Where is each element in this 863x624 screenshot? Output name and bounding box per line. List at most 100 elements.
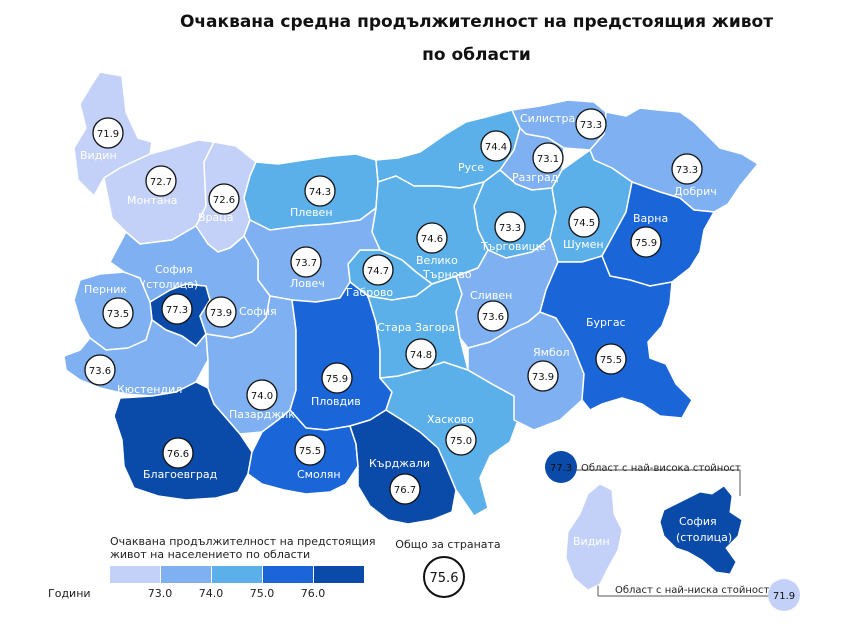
region-label-18: Благоевград	[143, 468, 218, 481]
value-bubble-24	[405, 338, 437, 370]
region-label-16: София	[239, 305, 277, 318]
legend-tick-2: 75.0	[250, 587, 275, 600]
value-text-2: 72.6	[213, 195, 235, 206]
legend-unit: Години	[48, 587, 91, 600]
inset-map: Видин София (столица) 77.3 Област с най-…	[545, 451, 800, 611]
value-bubble-15	[102, 297, 134, 329]
value-bubble-20	[321, 362, 353, 394]
value-bubble-23	[445, 424, 477, 456]
region-label-7: Добрич	[674, 185, 717, 198]
value-text-14: 77.3	[166, 305, 188, 316]
national-value: 75.6	[430, 571, 459, 586]
inset-vidin-shape[interactable]	[565, 483, 623, 591]
value-bubble-7	[671, 153, 703, 185]
inset-min-label: Област с най-ниска стойност	[615, 585, 769, 596]
value-text-16: 73.9	[210, 308, 232, 319]
region-label-0: Видин	[80, 149, 117, 162]
value-text-10: 75.9	[635, 238, 657, 249]
value-bubble-5	[575, 108, 607, 140]
value-bubble-9	[568, 206, 600, 238]
legend-swatch-4	[314, 566, 364, 583]
map-title-line1: Очаквана средна продължителност на предс…	[179, 12, 774, 32]
legend-swatch-0	[110, 566, 160, 583]
region-label-8: Търговище	[480, 240, 546, 253]
legend: Очаквана продължителност на предстоящия …	[48, 535, 376, 600]
legend-swatch-2	[212, 566, 262, 583]
region-label-27: Бургас	[586, 316, 626, 329]
value-text-11: 74.6	[421, 234, 443, 245]
value-bubble-18	[162, 437, 194, 469]
value-text-3: 74.3	[309, 187, 331, 198]
value-text-27: 75.5	[600, 355, 622, 366]
legend-tick-3: 76.0	[301, 587, 326, 600]
legend-title-line2: живот на населението по области	[110, 548, 310, 561]
inset-min-bubble	[768, 579, 800, 611]
region-stara-zagora[interactable]	[367, 275, 469, 379]
region-burgas[interactable]	[539, 255, 693, 419]
region-label-10: Варна	[633, 212, 668, 225]
value-bubble-1	[145, 165, 177, 197]
region-label-11-1: Търново	[422, 268, 472, 281]
region-label-15: Перник	[84, 283, 127, 296]
value-text-4: 74.4	[485, 142, 507, 153]
inset-min-value: 71.9	[773, 591, 795, 602]
inset-max-bubble	[545, 451, 577, 483]
value-bubble-17	[84, 354, 116, 386]
region-label-20: Пловдив	[311, 395, 361, 408]
national-label: Общо за страната	[395, 538, 500, 551]
region-label-13: Ловеч	[290, 277, 325, 290]
value-text-8: 73.3	[499, 223, 521, 234]
map-title-line2: по области	[422, 45, 531, 65]
value-bubble-27	[595, 343, 627, 375]
value-text-20: 75.9	[326, 374, 348, 385]
region-label-5: Силистра	[520, 112, 575, 125]
region-label-11: Велико	[416, 254, 458, 267]
inset-sofia-city-shape[interactable]	[659, 485, 743, 575]
region-label-22: Кърджали	[369, 457, 430, 470]
inset-max-value: 77.3	[550, 463, 572, 474]
value-bubble-0	[92, 117, 124, 149]
value-text-9: 74.5	[573, 218, 595, 229]
value-bubble-21	[294, 434, 326, 466]
value-text-7: 73.3	[676, 165, 698, 176]
value-text-26: 73.9	[532, 372, 554, 383]
value-bubble-8	[494, 211, 526, 243]
inset-sofia-label-2: (столица)	[676, 531, 732, 544]
value-bubble-11	[416, 222, 448, 254]
value-text-5: 73.3	[580, 120, 602, 131]
value-bubble-2	[208, 183, 240, 215]
legend-tick-1: 74.0	[199, 587, 224, 600]
region-label-9: Шумен	[563, 238, 604, 251]
region-label-23: Хасково	[427, 413, 474, 426]
value-bubble-22	[389, 473, 421, 505]
region-value-bubbles: 71.9 72.7 72.6 74.3 74.4 73.3 73.1 73.3 73.3 74.5…	[84, 108, 703, 505]
value-bubble-16	[205, 296, 237, 328]
national-bubble	[423, 556, 465, 598]
value-bubble-25	[477, 300, 509, 332]
region-label-4: Русе	[458, 161, 484, 174]
region-label-25: Сливен	[470, 289, 512, 302]
region-label-12: Габрово	[346, 286, 393, 299]
legend-title-line1: Очаквана продължителност на предстоящия	[110, 535, 376, 548]
value-text-6: 73.1	[537, 154, 559, 165]
value-text-22: 76.7	[394, 485, 416, 496]
legend-ticks: 73.0 74.0 75.0 76.0	[148, 587, 326, 600]
value-text-24: 74.8	[410, 350, 432, 361]
map-title: Очаквана средна продължителност на предс…	[0, 6, 863, 72]
value-bubble-3	[304, 175, 336, 207]
region-label-6: Разград	[512, 171, 559, 184]
legend-swatches	[110, 566, 364, 583]
value-text-0: 71.9	[97, 129, 119, 140]
value-bubble-6	[532, 142, 564, 174]
inset-vidin-label: Видин	[573, 535, 610, 548]
value-bubble-19	[246, 379, 278, 411]
value-bubble-13	[290, 246, 322, 278]
value-text-19: 74.0	[251, 391, 273, 402]
region-label-26: Ямбол	[533, 346, 570, 359]
region-label-24: Стара Загора	[377, 321, 455, 334]
value-text-1: 72.7	[150, 177, 172, 188]
value-text-23: 75.0	[450, 436, 472, 447]
inset-max-label: Област с най-висока стойност	[581, 463, 741, 474]
